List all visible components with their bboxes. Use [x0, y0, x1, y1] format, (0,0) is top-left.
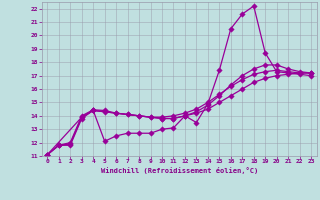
X-axis label: Windchill (Refroidissement éolien,°C): Windchill (Refroidissement éolien,°C)	[100, 167, 258, 174]
